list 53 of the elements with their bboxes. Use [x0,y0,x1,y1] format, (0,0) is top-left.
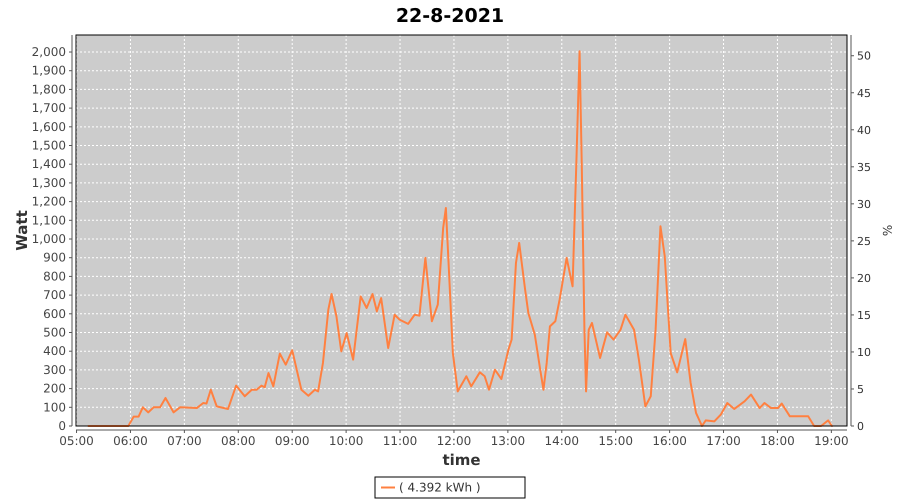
x-tick-label: 10:00 [328,434,364,448]
x-tick-label: 15:00 [598,434,633,448]
y-tick-label: 100 [43,400,66,414]
x-tick-label: 19:00 [814,434,849,448]
y-tick-label: 800 [43,269,66,284]
y-tick-label: 1,800 [32,82,66,96]
y-tick-label: 1,200 [32,194,66,209]
y2-tick-label: 45 [857,86,871,100]
x-tick-label: 14:00 [544,434,580,448]
x-tick-label: 06:00 [113,434,148,448]
y2-tick-label: 25 [857,234,871,248]
x-tick-label: 17:00 [706,434,741,448]
y-tick-label: 900 [43,250,66,265]
x-tick-label: 13:00 [490,434,526,448]
y-tick-label: 600 [43,306,66,321]
x-tick-label: 18:00 [760,434,795,448]
y-tick-label: 400 [43,344,66,358]
y-tick-label: 1,700 [32,101,66,116]
y-tick-label: 1,600 [32,120,66,134]
y-tick-label: 700 [43,288,66,302]
y-tick-label: 300 [43,362,66,377]
y2-tick-label: 20 [857,272,871,285]
line-series [87,50,833,427]
y2-tick-label: 15 [857,308,871,322]
y2-tick-label: 40 [857,124,871,137]
x-tick-label: 08:00 [220,434,256,448]
y-tick-label: 1,300 [32,176,66,190]
y-axis-title: Watt [13,210,31,251]
y-tick-label: 0 [58,419,66,433]
y-tick-label: 1,500 [32,138,66,153]
x-tick-label: 12:00 [436,434,472,448]
x-tick-label: 09:00 [274,434,310,448]
y-tick-label: 1,000 [32,232,66,246]
y-tick-label: 1,100 [32,213,66,228]
y-tick-label: 200 [43,382,66,396]
legend-label: ( 4.392 kWh ) [399,480,481,494]
x-axis-title: time [442,451,481,469]
y2-axis-title: % [880,224,894,236]
x-tick-label: 07:00 [167,434,202,448]
y2-tick-label: 5 [857,382,864,396]
y-tick-label: 2,000 [32,45,66,60]
x-tick-label: 05:00 [59,434,94,448]
x-tick-label: 16:00 [652,434,687,448]
y-tick-label: 1,400 [32,157,66,172]
y2-tick-label: 30 [857,198,871,211]
y2-tick-label: 10 [857,346,871,359]
y-tick-label: 1,900 [32,64,66,78]
y-tick-label: 500 [43,326,66,340]
x-tick-label: 11:00 [382,434,418,448]
y2-tick-label: 50 [857,50,871,63]
y2-tick-label: 0 [857,420,864,433]
chart-title: 22-8-2021 [396,5,504,27]
y2-tick-label: 35 [857,160,871,174]
